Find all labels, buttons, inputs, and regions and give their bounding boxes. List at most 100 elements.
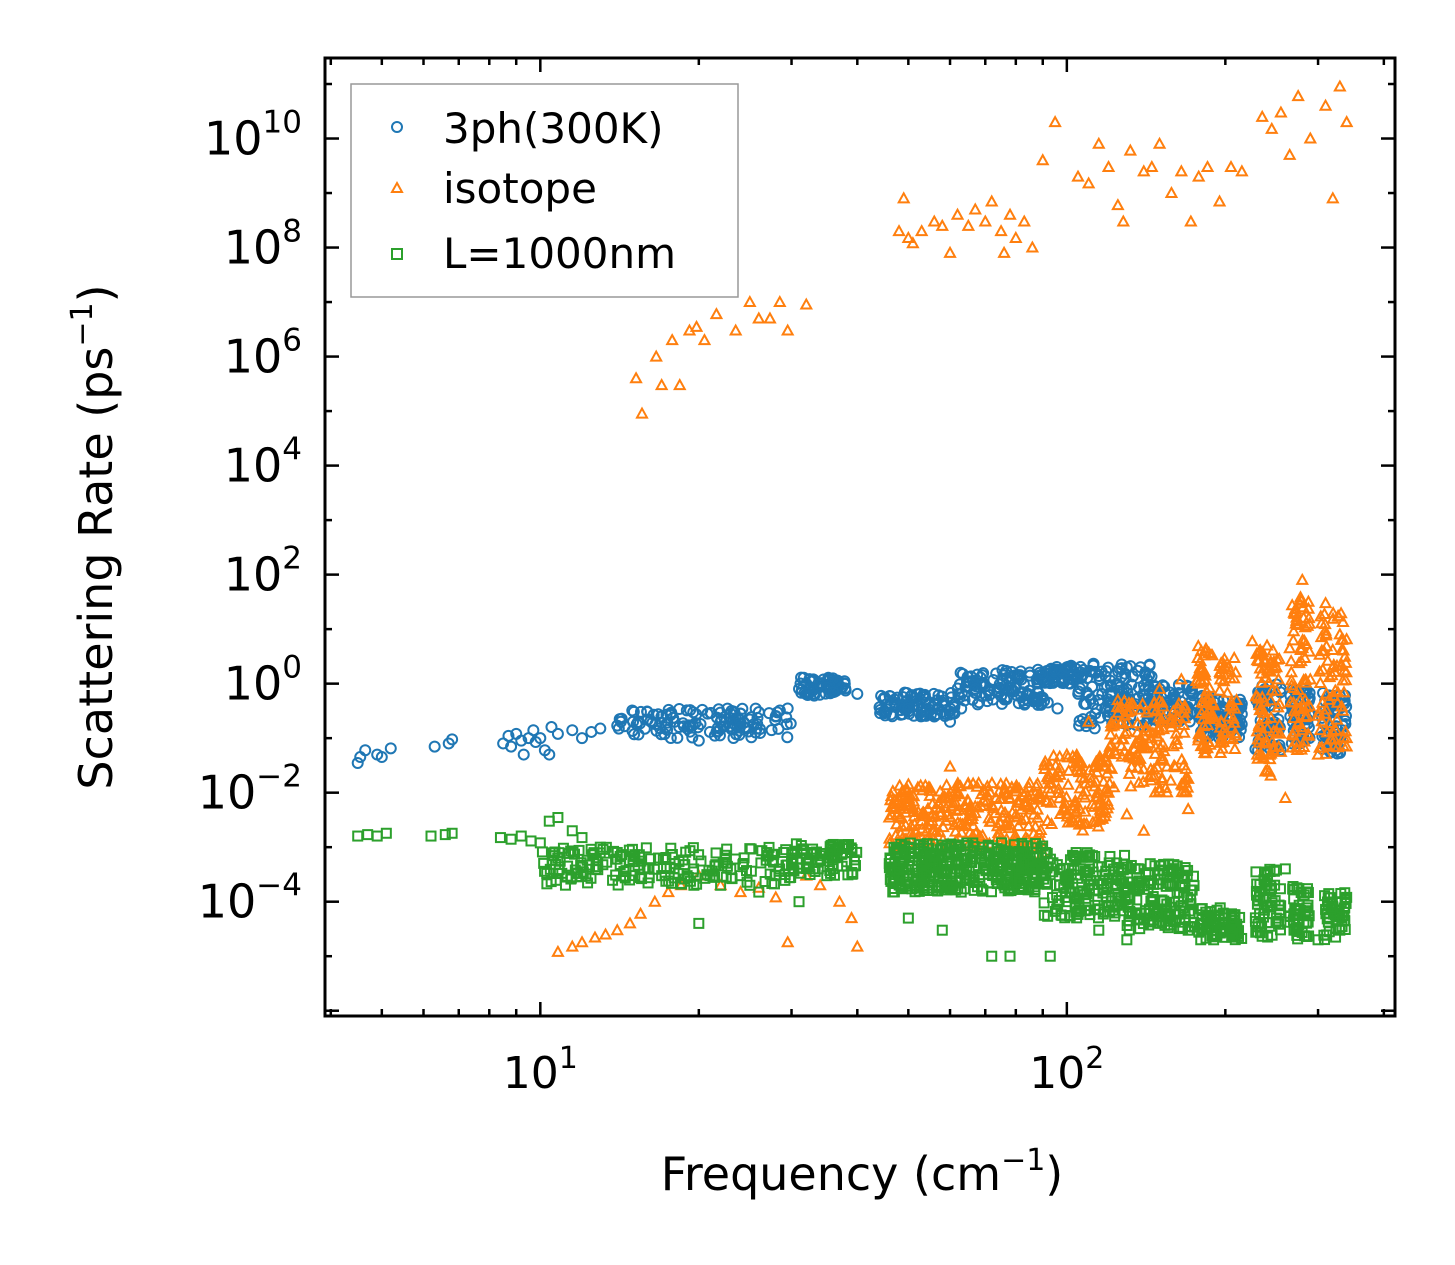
point-boundary: [1026, 863, 1038, 875]
point-isotope: [1295, 572, 1309, 585]
point-3ph: [594, 722, 607, 735]
point-3ph: [1041, 696, 1054, 709]
point-isotope: [1166, 704, 1180, 717]
point-isotope: [1284, 654, 1298, 667]
point-isotope: [997, 245, 1011, 258]
point-isotope: [1203, 711, 1217, 724]
point-isotope: [1212, 194, 1227, 207]
point-isotope: [1148, 785, 1162, 798]
point-isotope: [1325, 668, 1339, 681]
point-boundary: [570, 867, 582, 879]
point-boundary: [1152, 906, 1164, 918]
point-isotope: [1274, 105, 1288, 118]
point-boundary: [1068, 851, 1080, 863]
point-isotope: [635, 406, 649, 419]
legend-frame: [350, 83, 739, 298]
point-isotope: [1028, 787, 1042, 800]
point-3ph: [829, 675, 842, 688]
point-boundary: [1249, 915, 1261, 927]
point-isotope: [623, 916, 637, 929]
point-boundary: [1158, 859, 1170, 871]
point-boundary: [786, 858, 798, 870]
point-boundary: [1092, 912, 1104, 924]
point-boundary: [1103, 901, 1115, 913]
point-boundary: [1037, 870, 1049, 882]
point-boundary: [1302, 905, 1314, 917]
point-isotope: [1191, 169, 1206, 182]
point-boundary: [577, 866, 589, 878]
point-3ph: [1036, 668, 1049, 681]
point-boundary: [538, 857, 550, 869]
point-3ph: [752, 706, 765, 719]
point-isotope: [914, 807, 929, 820]
point-isotope: [1324, 732, 1339, 745]
point-isotope: [1218, 660, 1233, 673]
point-isotope: [929, 824, 943, 837]
point-isotope: [1256, 735, 1271, 748]
point-boundary: [1341, 891, 1353, 903]
point-3ph: [527, 724, 540, 737]
point-boundary: [380, 827, 392, 839]
point-isotope: [1038, 754, 1052, 767]
point-3ph: [814, 678, 827, 691]
point-isotope: [1148, 746, 1162, 759]
point-3ph: [745, 731, 758, 744]
point-isotope: [1152, 693, 1167, 706]
point-3ph: [1023, 666, 1036, 679]
point-3ph: [664, 731, 677, 744]
point-isotope: [1313, 723, 1327, 736]
point-boundary: [539, 865, 551, 877]
y-axis-label-tail: ): [69, 284, 123, 302]
point-3ph: [915, 706, 928, 719]
point-isotope: [1068, 798, 1082, 811]
point-isotope: [985, 797, 999, 810]
y-tick-label: 102: [224, 541, 302, 602]
point-isotope: [1326, 660, 1340, 673]
point-isotope: [966, 818, 980, 832]
point-boundary: [1166, 880, 1178, 892]
point-isotope: [1176, 717, 1191, 731]
point-isotope: [1036, 153, 1050, 166]
point-3ph: [902, 702, 915, 715]
point-isotope: [984, 814, 998, 827]
point-3ph: [1082, 689, 1095, 702]
point-isotope: [1081, 714, 1096, 727]
point-isotope: [985, 194, 999, 207]
point-3ph: [681, 722, 694, 735]
point-isotope: [892, 778, 907, 791]
point-boundary: [944, 858, 956, 870]
point-boundary: [938, 868, 950, 880]
point-isotope: [971, 776, 986, 789]
point-isotope: [1106, 718, 1121, 731]
legend-label-3ph: 3ph(300K): [443, 104, 663, 153]
point-boundary: [1288, 924, 1300, 936]
point-isotope: [1181, 802, 1195, 815]
point-boundary: [684, 845, 696, 857]
point-isotope: [1111, 692, 1125, 706]
point-boundary: [1334, 911, 1346, 923]
point-boundary: [1131, 894, 1143, 906]
point-boundary: [1273, 918, 1285, 930]
point-isotope: [844, 911, 859, 924]
point-boundary: [1187, 870, 1199, 882]
point-isotope: [1318, 98, 1333, 111]
point-isotope: [1300, 709, 1314, 722]
y-tick-label: 104: [224, 432, 302, 493]
point-3ph: [1134, 661, 1147, 674]
y-tick-labels: 10−4 10−2 100 102 104 106 108 1010: [198, 105, 302, 929]
series-2: [352, 812, 1353, 962]
point-isotope: [1093, 802, 1107, 815]
x-tick-labels: 101 102: [503, 1041, 1105, 1099]
point-isotope: [1122, 766, 1137, 779]
point-isotope: [1326, 642, 1340, 655]
point-boundary: [687, 842, 699, 854]
point-3ph: [611, 719, 624, 732]
point-boundary: [1154, 917, 1166, 929]
point-boundary: [1054, 879, 1066, 891]
point-isotope: [1104, 761, 1119, 774]
point-isotope: [1212, 683, 1227, 696]
point-isotope: [1314, 616, 1329, 629]
point-isotope: [968, 202, 982, 215]
point-isotope: [1048, 115, 1062, 128]
point-isotope: [1285, 740, 1299, 753]
